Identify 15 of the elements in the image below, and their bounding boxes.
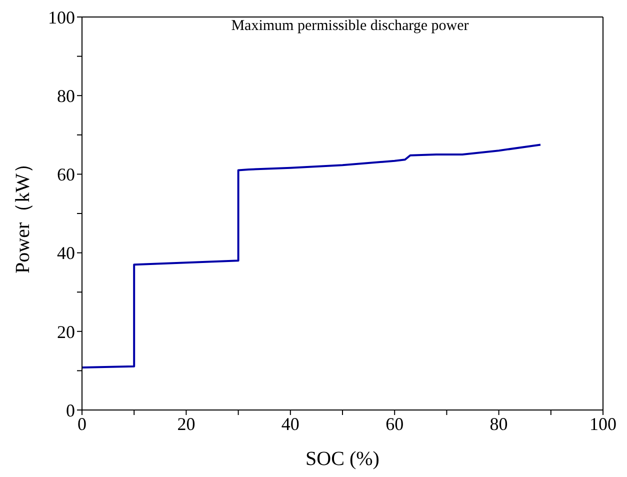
x-tick-label: 80 bbox=[490, 414, 508, 434]
y-tick-label: 20 bbox=[57, 322, 75, 342]
x-tick-label: 60 bbox=[386, 414, 404, 434]
x-tick-label: 100 bbox=[590, 414, 616, 434]
y-tick-label: 100 bbox=[48, 7, 75, 28]
line-series bbox=[82, 144, 542, 369]
y-tick-label: 80 bbox=[57, 86, 75, 106]
y-tick-label: 0 bbox=[66, 400, 75, 420]
y-tick-label: 40 bbox=[57, 243, 75, 264]
y-axis-title: Power（kW） bbox=[12, 154, 34, 274]
x-tick-label: 40 bbox=[281, 414, 300, 434]
y-tick-label: 60 bbox=[57, 164, 75, 185]
chart-title: Maximum permissible discharge power bbox=[231, 18, 469, 34]
x-axis-title: SOC (%) bbox=[306, 448, 380, 470]
x-tick-label: 20 bbox=[177, 414, 196, 434]
